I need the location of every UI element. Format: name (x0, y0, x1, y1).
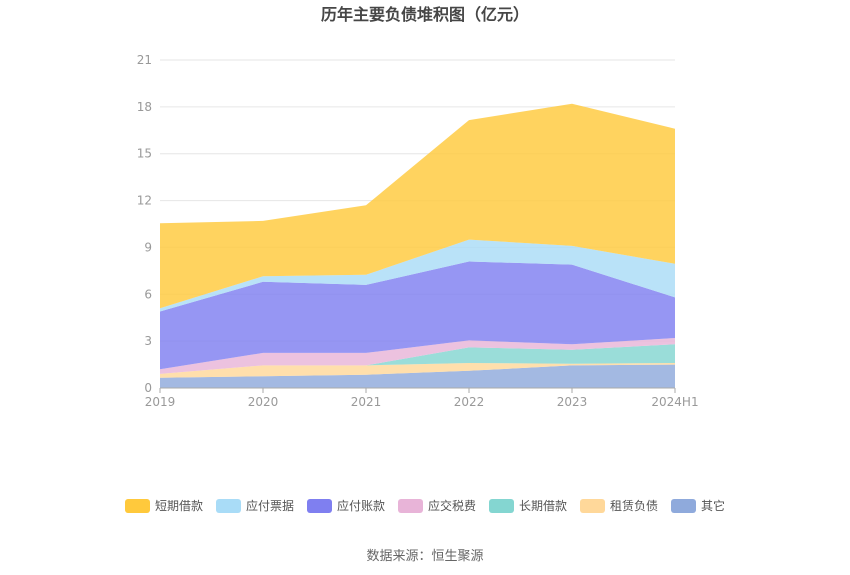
y-tick-label: 0 (144, 381, 152, 395)
area-series-0 (160, 364, 675, 388)
legend-item[interactable]: 短期借款 (125, 499, 203, 513)
legend-swatch (307, 499, 332, 513)
y-tick-label: 3 (144, 334, 152, 348)
legend-item[interactable]: 长期借款 (489, 499, 567, 513)
y-tick-label: 18 (137, 100, 152, 114)
legend-swatch (398, 499, 423, 513)
x-axis: 2019 2020 2021 2022 2023 2024H1 (145, 387, 699, 409)
x-tick-label: 2023 (557, 395, 588, 409)
x-tick-label: 2022 (454, 395, 485, 409)
y-tick-label: 15 (137, 147, 152, 161)
y-tick-label: 12 (137, 194, 152, 208)
x-tick-label: 2019 (145, 395, 176, 409)
y-tick-label: 9 (144, 240, 152, 254)
legend-label: 应交税费 (428, 498, 476, 513)
x-tick-label: 2021 (351, 395, 382, 409)
legend-label: 应付账款 (337, 498, 385, 513)
legend-label: 租赁负债 (610, 499, 658, 513)
legend-label: 应付票据 (246, 498, 294, 513)
chart-title: 历年主要负债堆积图（亿元） (321, 5, 529, 24)
legend-item[interactable]: 应付账款 (307, 498, 385, 513)
area-series-2 (160, 344, 675, 374)
area-series-1 (160, 363, 675, 378)
legend-label: 长期借款 (519, 499, 567, 513)
legend-item[interactable]: 其它 (671, 498, 725, 513)
y-tick-label: 6 (144, 287, 152, 301)
area-series-6 (160, 103, 675, 309)
legend-label: 其它 (701, 498, 725, 513)
legend-item[interactable]: 应交税费 (398, 498, 476, 513)
source-note: 数据来源：恒生聚源 (366, 549, 483, 564)
area-series-4 (160, 261, 675, 370)
x-tick-label: 2024H1 (651, 395, 698, 409)
legend-item[interactable]: 租赁负债 (580, 499, 658, 513)
legend-label: 短期借款 (155, 499, 203, 513)
legend-swatch (671, 499, 696, 513)
area-series-5 (160, 239, 675, 312)
y-axis: 0 3 6 9 12 15 18 21 (137, 53, 152, 395)
legend: 短期借款 应付票据 应付账款 应交税费 长期借款 租赁负债 其它 (125, 498, 725, 513)
x-tick-label: 2020 (248, 395, 279, 409)
legend-swatch (580, 499, 605, 513)
legend-swatch (489, 499, 514, 513)
legend-item[interactable]: 应付票据 (216, 498, 294, 513)
legend-swatch (216, 499, 241, 513)
plot-area (160, 103, 675, 388)
area-series-3 (160, 338, 675, 374)
y-tick-label: 21 (137, 53, 152, 67)
legend-swatch (125, 499, 150, 513)
